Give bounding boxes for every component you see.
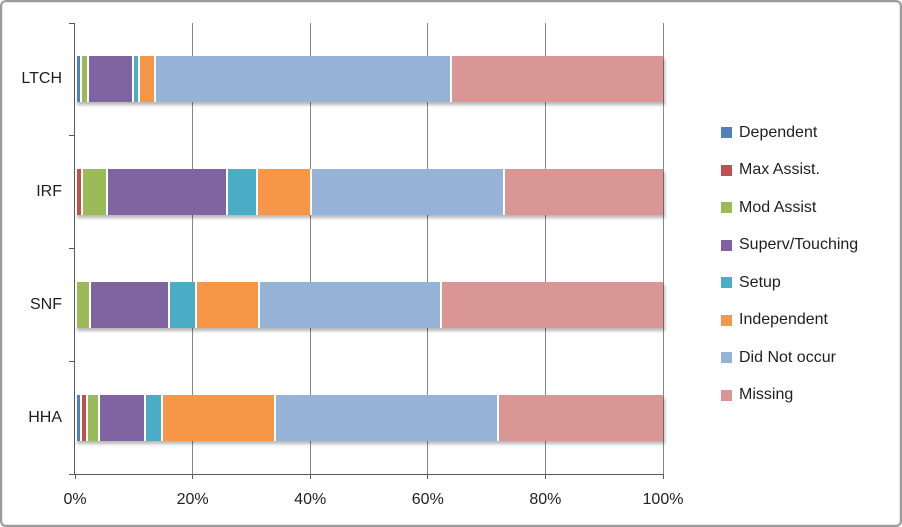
bar-segment-did-not-occur bbox=[153, 56, 450, 103]
bar-row-hha bbox=[75, 394, 663, 441]
x-tick-label: 0% bbox=[63, 491, 87, 508]
legend-swatch-icon bbox=[721, 314, 732, 326]
legend-item-did-not-occur: Did Not occur bbox=[721, 339, 858, 377]
bar-segment-dependent bbox=[75, 394, 81, 441]
bar-segment-superv-touching bbox=[86, 56, 133, 103]
category-label-snf: SNF bbox=[30, 295, 62, 313]
legend-item-mod-assist: Mod Assist bbox=[721, 189, 858, 227]
gridline-60% bbox=[427, 23, 429, 474]
x-axis-tick bbox=[74, 474, 76, 479]
gridline-20% bbox=[192, 23, 194, 474]
legend-label: Did Not occur bbox=[739, 348, 836, 366]
y-axis-tick bbox=[69, 135, 74, 137]
bar-segment-superv-touching bbox=[89, 281, 168, 328]
legend-swatch-icon bbox=[721, 164, 732, 176]
category-label-hha: HHA bbox=[28, 408, 62, 426]
x-tick-label: 60% bbox=[411, 491, 444, 508]
legend-label: Superv/Touching bbox=[739, 236, 859, 254]
y-axis-tick bbox=[69, 22, 74, 24]
legend-label: Mod Assist bbox=[739, 198, 817, 216]
bar-segment-missing bbox=[503, 169, 663, 216]
x-axis-tick bbox=[192, 474, 194, 479]
legend-item-independent: Independent bbox=[721, 302, 858, 340]
bar-segment-mod-assist bbox=[85, 394, 98, 441]
legend-swatch-icon bbox=[721, 127, 732, 139]
legend-label: Dependent bbox=[739, 123, 818, 141]
legend-swatch-icon bbox=[721, 352, 732, 364]
legend-swatch-icon bbox=[721, 389, 732, 401]
category-label-irf: IRF bbox=[36, 183, 62, 201]
bar-segment-superv-touching bbox=[97, 394, 145, 441]
x-axis-tick bbox=[309, 474, 311, 479]
x-tick-label: 80% bbox=[529, 491, 562, 508]
legend-item-setup: Setup bbox=[721, 264, 858, 302]
bar-segment-max-assist bbox=[80, 394, 86, 441]
legend-item-max-assist: Max Assist. bbox=[721, 152, 858, 190]
bar-segment-max-assist bbox=[75, 169, 81, 216]
category-label-ltch: LTCH bbox=[21, 70, 62, 88]
bar-segment-missing bbox=[449, 56, 663, 103]
legend-swatch-icon bbox=[721, 239, 732, 251]
y-axis-tick bbox=[69, 360, 74, 362]
x-tick-label: 100% bbox=[642, 491, 684, 508]
bar-row-snf bbox=[75, 281, 663, 328]
bar-segment-mod-assist bbox=[79, 56, 87, 103]
gridline-100% bbox=[662, 23, 664, 474]
x-axis-tick bbox=[427, 474, 429, 479]
y-axis-tick bbox=[69, 473, 74, 475]
legend-label: Missing bbox=[739, 386, 794, 404]
bar-segment-mod-assist bbox=[80, 169, 107, 216]
bar-segment-independent bbox=[256, 169, 310, 216]
x-axis-tick bbox=[544, 474, 546, 479]
bar-segment-missing bbox=[497, 394, 663, 441]
bar-segment-did-not-occur bbox=[258, 281, 441, 328]
bar-segment-mod-assist bbox=[75, 281, 90, 328]
legend-item-missing: Missing bbox=[721, 377, 858, 415]
bar-segment-superv-touching bbox=[106, 169, 227, 216]
legend-label: Max Assist. bbox=[739, 161, 820, 179]
bar-segment-setup bbox=[167, 281, 195, 328]
bar-segment-setup bbox=[226, 169, 257, 216]
legend-swatch-icon bbox=[721, 202, 732, 214]
y-axis-tick bbox=[69, 248, 74, 249]
y-axis-line bbox=[74, 23, 75, 475]
legend-swatch-icon bbox=[721, 277, 732, 289]
bar-row-ltch bbox=[75, 56, 663, 103]
bar-segment-independent bbox=[138, 56, 154, 103]
legend-item-superv-touching: Superv/Touching bbox=[721, 227, 858, 265]
x-axis-tick bbox=[662, 474, 664, 479]
x-tick-label: 40% bbox=[294, 491, 327, 508]
legend-label: Setup bbox=[739, 273, 781, 291]
legend-label: Independent bbox=[739, 311, 828, 329]
legend-item-dependent: Dependent bbox=[721, 114, 858, 152]
bar-segment-dependent bbox=[75, 56, 80, 103]
bar-segment-independent bbox=[194, 281, 259, 328]
bar-segment-missing bbox=[440, 281, 663, 328]
bar-segment-setup bbox=[132, 56, 139, 103]
x-axis-line bbox=[74, 474, 663, 475]
gridline-80% bbox=[544, 23, 546, 474]
bar-segment-did-not-occur bbox=[274, 394, 498, 441]
legend: Dependent Max Assist. Mod Assist Superv/Tou… bbox=[721, 114, 858, 414]
bar-segment-independent bbox=[160, 394, 275, 441]
bar-row-irf bbox=[75, 169, 663, 216]
x-tick-label: 20% bbox=[176, 491, 209, 508]
gridline-40% bbox=[309, 23, 311, 474]
bar-segment-setup bbox=[144, 394, 161, 441]
bar-segment-did-not-occur bbox=[309, 169, 504, 216]
